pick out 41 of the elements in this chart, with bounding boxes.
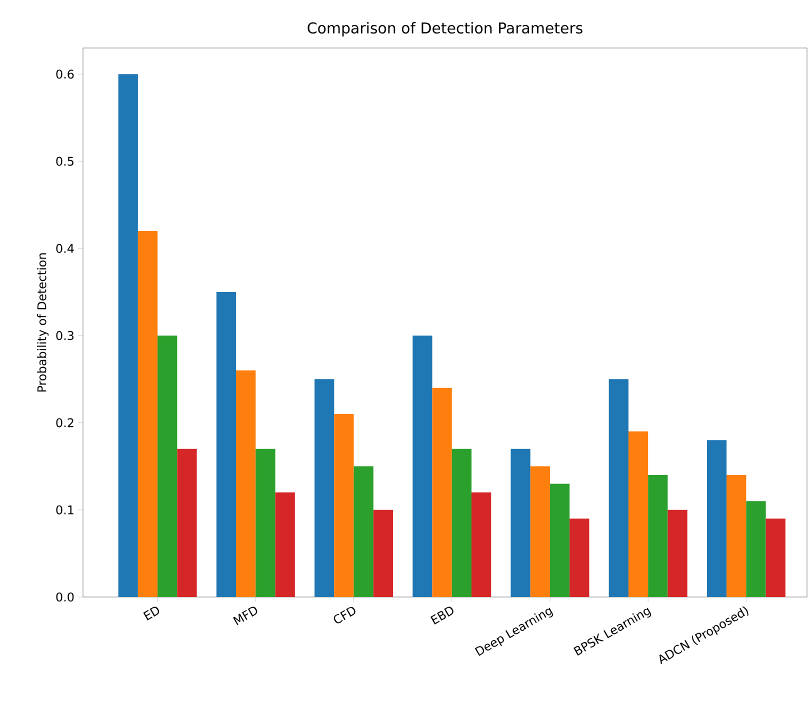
bar bbox=[275, 492, 295, 597]
bar bbox=[158, 336, 178, 597]
bar bbox=[766, 518, 786, 597]
bar bbox=[373, 510, 394, 597]
bar bbox=[118, 74, 138, 597]
y-tick-label: 0.2 bbox=[56, 418, 74, 428]
bar bbox=[236, 370, 256, 597]
bar bbox=[256, 448, 276, 597]
bar bbox=[726, 475, 746, 597]
bar bbox=[452, 448, 472, 597]
bar bbox=[471, 492, 492, 597]
bar bbox=[510, 448, 530, 597]
bar bbox=[648, 475, 668, 597]
bar bbox=[746, 501, 766, 597]
x-tick-label: ED bbox=[143, 606, 160, 620]
bar bbox=[550, 484, 570, 597]
bar bbox=[138, 230, 158, 597]
y-axis-title: Probability of Detection bbox=[37, 253, 49, 392]
bar bbox=[314, 379, 334, 597]
bar bbox=[216, 292, 236, 597]
y-tick-label: 0.4 bbox=[56, 244, 74, 253]
bar bbox=[334, 414, 354, 597]
x-tick-label: CFD bbox=[334, 606, 356, 624]
y-tick-label: 0.0 bbox=[56, 592, 74, 602]
bar bbox=[530, 466, 550, 597]
y-tick-label: 0.3 bbox=[56, 331, 74, 340]
y-tick-label: 0.1 bbox=[56, 505, 74, 514]
y-tick-label: 0.6 bbox=[56, 70, 74, 79]
bar bbox=[432, 388, 452, 597]
y-tick-label: 0.5 bbox=[56, 156, 74, 166]
bar bbox=[668, 510, 688, 597]
bar bbox=[608, 379, 628, 597]
bar bbox=[628, 431, 648, 597]
chart-title: Comparison of Detection Parameters bbox=[308, 22, 582, 36]
x-tick-label: MFD bbox=[233, 606, 258, 626]
bar bbox=[412, 336, 432, 597]
x-tick-label: EBD bbox=[430, 606, 454, 624]
bar bbox=[706, 440, 727, 597]
bar bbox=[354, 466, 374, 597]
bar bbox=[177, 448, 197, 597]
bar bbox=[570, 518, 590, 597]
